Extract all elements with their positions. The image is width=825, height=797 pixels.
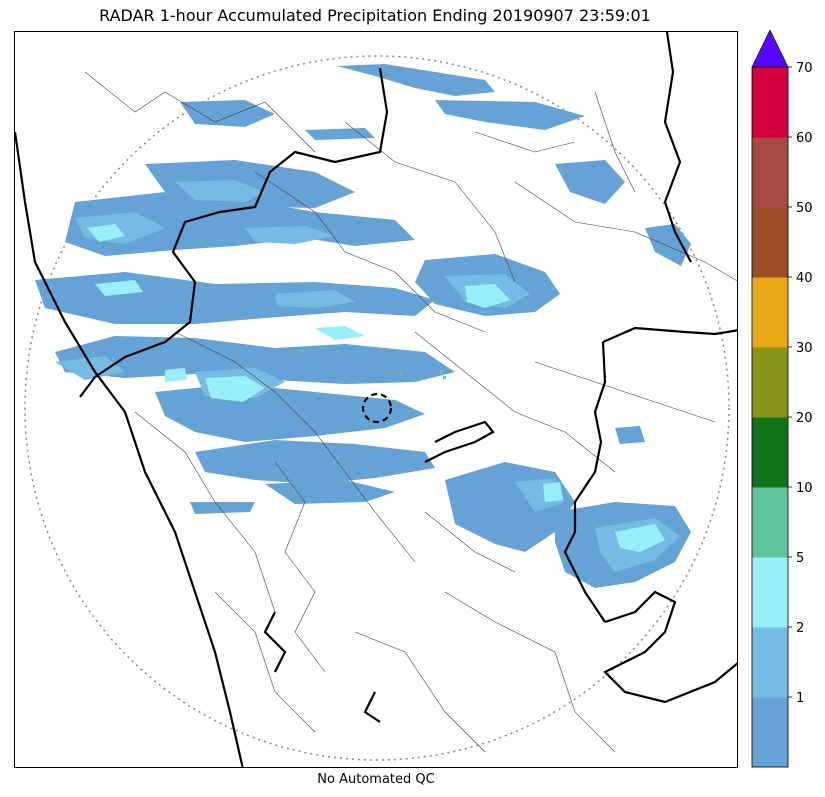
radar-map[interactable]: [14, 31, 738, 768]
colorbar-tick-label: 30: [796, 341, 813, 356]
colorbar-tick-label: 10: [796, 481, 813, 496]
colorbar-box: [752, 347, 788, 418]
colorbar-tick-label: 50: [796, 201, 813, 216]
colorbar-box: [752, 627, 788, 698]
colorbar-extend-arrow: [751, 30, 789, 68]
precip-heavy: [87, 224, 665, 552]
colorbar-tick-label: 70: [796, 61, 813, 76]
range-ring: [24, 55, 730, 761]
colorbar-boxes: [751, 30, 789, 768]
colorbar-tick-label: 2: [796, 621, 804, 636]
radar-map-canvas: [15, 32, 737, 767]
colorbar-tick-label: 5: [796, 551, 804, 566]
plot-title: RADAR 1-hour Accumulated Precipitation E…: [99, 6, 651, 25]
radar-site-marker: [361, 392, 393, 424]
colorbar-box: [752, 277, 788, 348]
colorbar-box: [752, 697, 788, 768]
district-boundaries: [84, 71, 737, 753]
colorbar-tick-labels: 1 2 5 10 20 30 40 50 60 70: [788, 61, 813, 706]
colorbar-box: [752, 487, 788, 558]
colorbar-box: [752, 67, 788, 138]
colorbar: 1 2 5 10 20 30 40 50 60 70: [751, 30, 813, 768]
qc-caption: No Automated QC: [317, 772, 435, 787]
colorbar-box: [752, 137, 788, 208]
state-boundaries: [15, 32, 737, 767]
colorbar-tick-label: 60: [796, 131, 813, 146]
precip-light: [35, 64, 691, 588]
colorbar-tick-label: 1: [796, 691, 804, 706]
colorbar-box: [752, 417, 788, 488]
precip-intense: [301, 350, 446, 379]
colorbar-tick-label: 20: [796, 411, 813, 426]
colorbar-box: [752, 557, 788, 628]
colorbar-box: [752, 207, 788, 278]
colorbar-tick-label: 40: [796, 271, 813, 286]
